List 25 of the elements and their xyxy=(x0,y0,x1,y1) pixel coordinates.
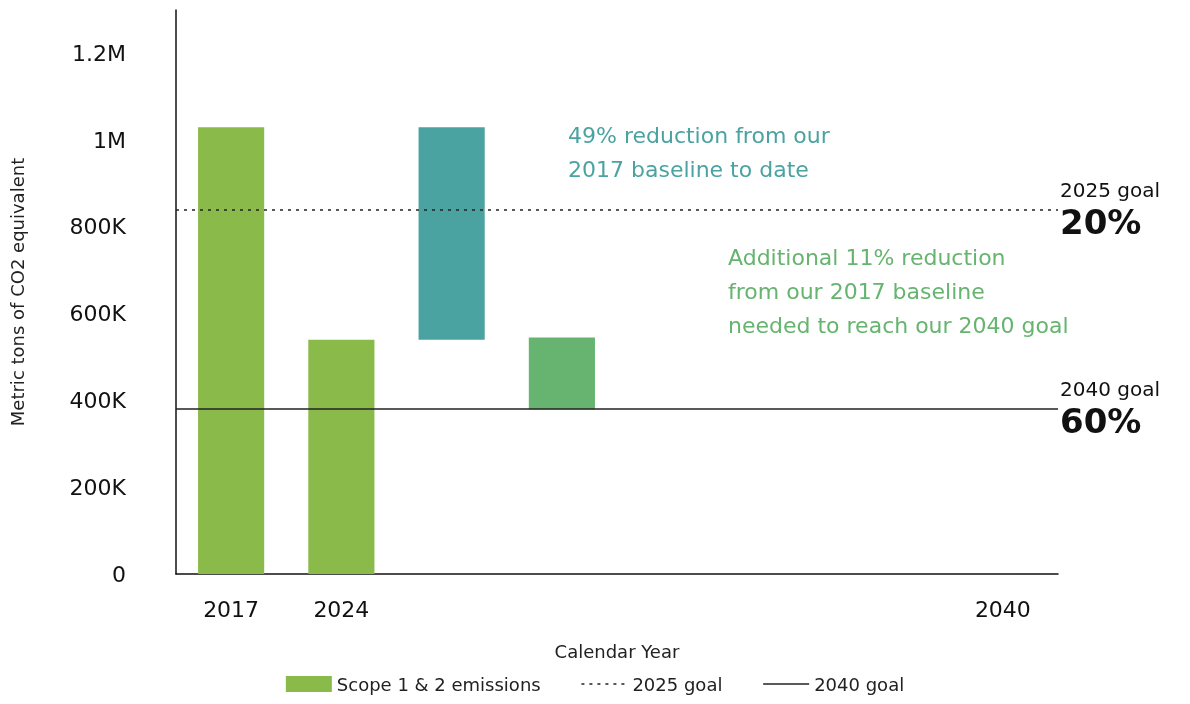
text: 60% xyxy=(1060,401,1142,442)
bar xyxy=(308,339,375,574)
y-tick-label: 600K xyxy=(69,301,127,327)
annotation: 49% reduction from our 2017 baseline to date xyxy=(568,122,831,182)
legend-label: Scope 1 & 2 emissions xyxy=(336,673,541,695)
y-tick-label: 400K xyxy=(69,387,127,413)
text: 2025 goal xyxy=(1060,177,1160,202)
y-tick-label: 0 xyxy=(112,561,126,587)
y-axis-title: Metric tons of CO2 equivalent xyxy=(6,157,28,427)
y-tick-label: 800K xyxy=(69,214,127,240)
x-tick-label: 2017 xyxy=(203,596,260,622)
text: 2040 goal xyxy=(1060,377,1160,402)
bar xyxy=(418,127,485,340)
y-tick-label: 200K xyxy=(69,474,127,500)
x-tick-label: 2040 xyxy=(974,596,1031,622)
annotation: Additional 11% reduction from our 2017 baseline needed to reach our 2040 goal xyxy=(728,244,1069,338)
bar xyxy=(198,127,265,574)
bar xyxy=(528,337,595,410)
x-axis-title: Calendar Year xyxy=(554,640,680,662)
y-tick-label: 1M xyxy=(93,127,126,153)
x-tick-label: 2024 xyxy=(313,596,370,622)
legend-label: 2025 goal xyxy=(632,673,723,695)
y-tick-label: 1.2M xyxy=(72,40,126,66)
legend-label: 2040 goal xyxy=(814,673,905,695)
text: 20% xyxy=(1060,201,1142,242)
